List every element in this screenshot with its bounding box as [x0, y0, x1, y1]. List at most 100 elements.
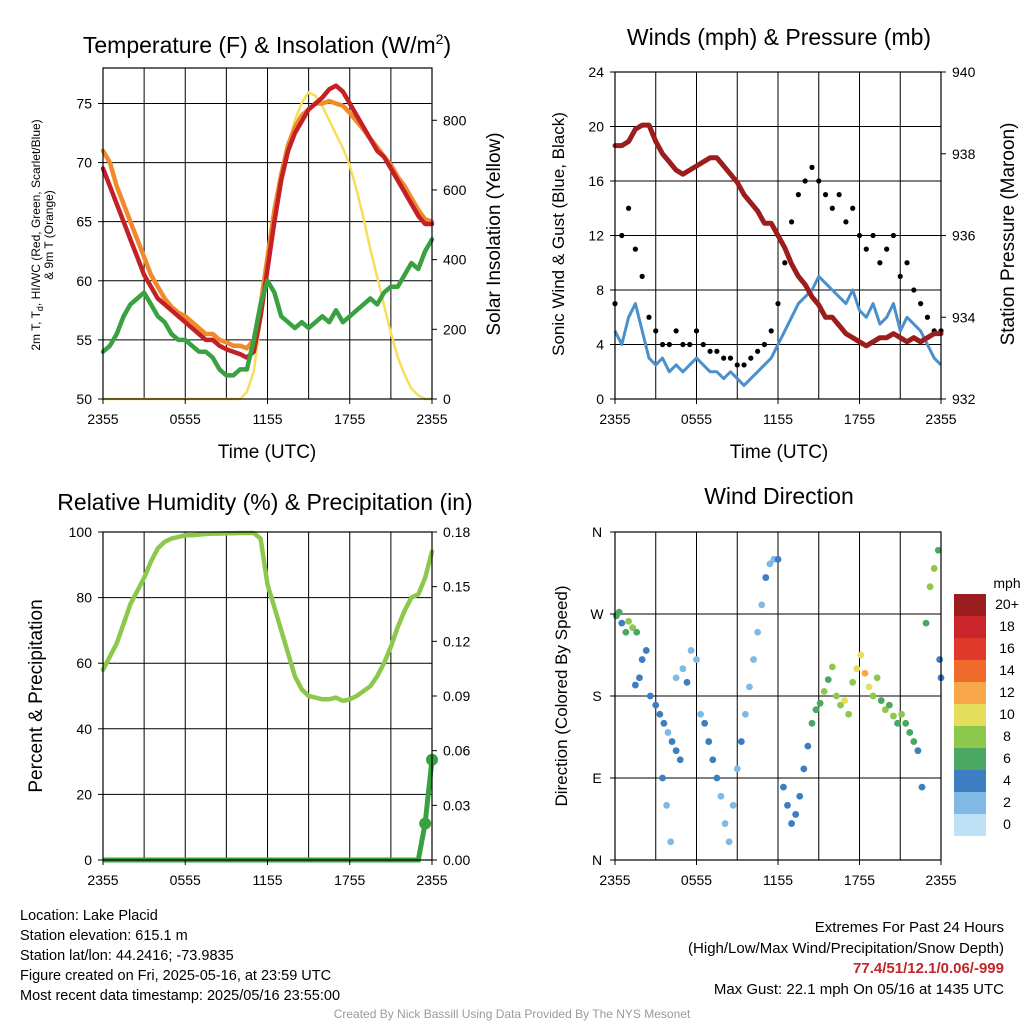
humidity-ytick-right-label: 0.15: [443, 579, 470, 595]
legend-label: 0: [1003, 816, 1011, 832]
station-info: Location: Lake Placid Station elevation:…: [20, 906, 340, 1006]
gust-point: [782, 260, 788, 266]
legend-swatch: [954, 660, 986, 682]
legend-swatch: [954, 638, 986, 660]
direction-xtick-label: 2355: [925, 872, 956, 888]
speed-color-legend: mph 20+ 18 16 14 12 10 8 6 4 2 0: [954, 575, 1021, 836]
direction-point: [861, 669, 869, 677]
direction-point: [857, 651, 865, 659]
humidity-ytick-left-label: 40: [76, 721, 92, 737]
gust-point: [619, 232, 625, 239]
humidity-xtick-label: 1155: [252, 872, 282, 888]
gust-point: [788, 219, 795, 225]
legend-label: 20+: [995, 596, 1019, 612]
gust-point: [802, 178, 808, 184]
direction-point: [713, 774, 721, 782]
direction-point: [828, 663, 836, 671]
winds-ytick-left-label: 20: [588, 119, 604, 135]
legend-label: 4: [1003, 772, 1011, 788]
temperature-xtick-label: 2355: [87, 411, 118, 427]
gust-point: [721, 355, 727, 361]
direction-ytick-left-label: E: [592, 770, 601, 786]
temperature-panel: Temperature (F) & Insolation (W/m2) 2m T…: [29, 31, 505, 463]
humidity-xtick-label: 2355: [87, 872, 118, 888]
gust-point: [863, 246, 869, 252]
direction-point: [656, 710, 664, 718]
legend-label: 14: [999, 662, 1015, 678]
recent-timestamp: Most recent data timestamp: 2025/05/16 2…: [20, 988, 341, 1004]
direction-point: [668, 738, 676, 745]
direction-point: [774, 555, 782, 563]
gust-point: [680, 341, 686, 348]
extremes-subtitle: (High/Low/Max Wind/Precipitation/Snow De…: [688, 939, 1004, 957]
humidity-ytick-left-label: 60: [76, 655, 92, 671]
gust-point: [693, 328, 700, 334]
temperature-right-ylabel: Solar Insolation (Yellow): [484, 132, 505, 335]
gust-point: [761, 341, 768, 348]
winds-ytick-right-label: 936: [952, 228, 976, 244]
gust-point: [822, 192, 829, 198]
direction-point: [784, 801, 791, 809]
legend-swatch: [954, 770, 986, 792]
temperature-title: Temperature (F) & Insolation (W/m2): [83, 31, 451, 58]
humidity-ytick-left-label: 0: [84, 852, 92, 868]
winds-xtick-label: 2355: [599, 411, 630, 427]
station-latlon: Station lat/lon: 44.2416; -73.9835: [20, 948, 234, 964]
legend-label: 12: [999, 684, 1015, 700]
direction-point: [631, 681, 639, 689]
direction-point: [672, 747, 680, 755]
direction-point: [615, 608, 623, 616]
station-elevation: Station elevation: 615.1 m: [20, 928, 188, 944]
direction-point: [869, 692, 877, 700]
precip-point: [419, 817, 432, 830]
direction-point: [780, 783, 787, 791]
gust-point: [836, 192, 842, 198]
direction-point: [733, 765, 741, 773]
direction-left-ylabel: Direction (Colored By Speed): [552, 585, 571, 806]
temperature-xtick-label: 0555: [170, 411, 201, 427]
humidity-ytick-left-label: 20: [76, 786, 92, 802]
temperature-ytick-left-label: 50: [76, 391, 92, 407]
direction-panel: Wind Direction Direction (Colored By Spe…: [552, 483, 1021, 888]
direction-point: [853, 665, 861, 673]
humidity-left-ylabel: Percent & Precipitation: [26, 599, 47, 792]
direction-point: [936, 656, 944, 663]
direction-point: [667, 838, 675, 846]
direction-point: [762, 574, 770, 581]
direction-point: [717, 792, 725, 800]
legend-label: 2: [1003, 794, 1011, 810]
direction-point: [796, 792, 804, 800]
direction-point: [725, 838, 733, 846]
credit-line: Created By Nick Bassill Using Data Provi…: [333, 1007, 691, 1021]
winds-ytick-left-label: 4: [596, 337, 604, 353]
winds-ytick-right-label: 934: [952, 309, 976, 325]
direction-point: [709, 756, 717, 764]
winds-ytick-left-label: 12: [588, 228, 604, 244]
direction-point: [683, 678, 691, 686]
humidity-xtick-label: 0555: [170, 872, 201, 888]
winds-ytick-right-label: 932: [952, 391, 976, 407]
direction-point: [788, 820, 795, 827]
direction-title: Wind Direction: [704, 483, 854, 509]
temperature-ytick-right-label: 400: [443, 252, 467, 268]
gust-point: [884, 246, 890, 252]
series-temp: [100, 83, 435, 360]
direction-point: [729, 801, 737, 809]
gust-point: [625, 205, 632, 211]
winds-ytick-left-label: 24: [588, 64, 604, 80]
direction-point: [885, 701, 893, 709]
direction-point: [766, 560, 774, 568]
direction-point: [664, 729, 672, 736]
direction-point: [629, 624, 637, 632]
direction-point: [625, 617, 632, 625]
direction-point: [837, 701, 844, 709]
gust-point: [748, 355, 754, 361]
gust-point: [653, 328, 659, 334]
temperature-xtick-label: 1155: [252, 411, 282, 427]
gust-point: [890, 232, 897, 239]
gust-point: [755, 348, 761, 354]
series-dewpoint: [100, 237, 435, 378]
gust-point: [829, 205, 835, 211]
direction-point: [881, 706, 889, 714]
gust-point: [673, 328, 679, 334]
